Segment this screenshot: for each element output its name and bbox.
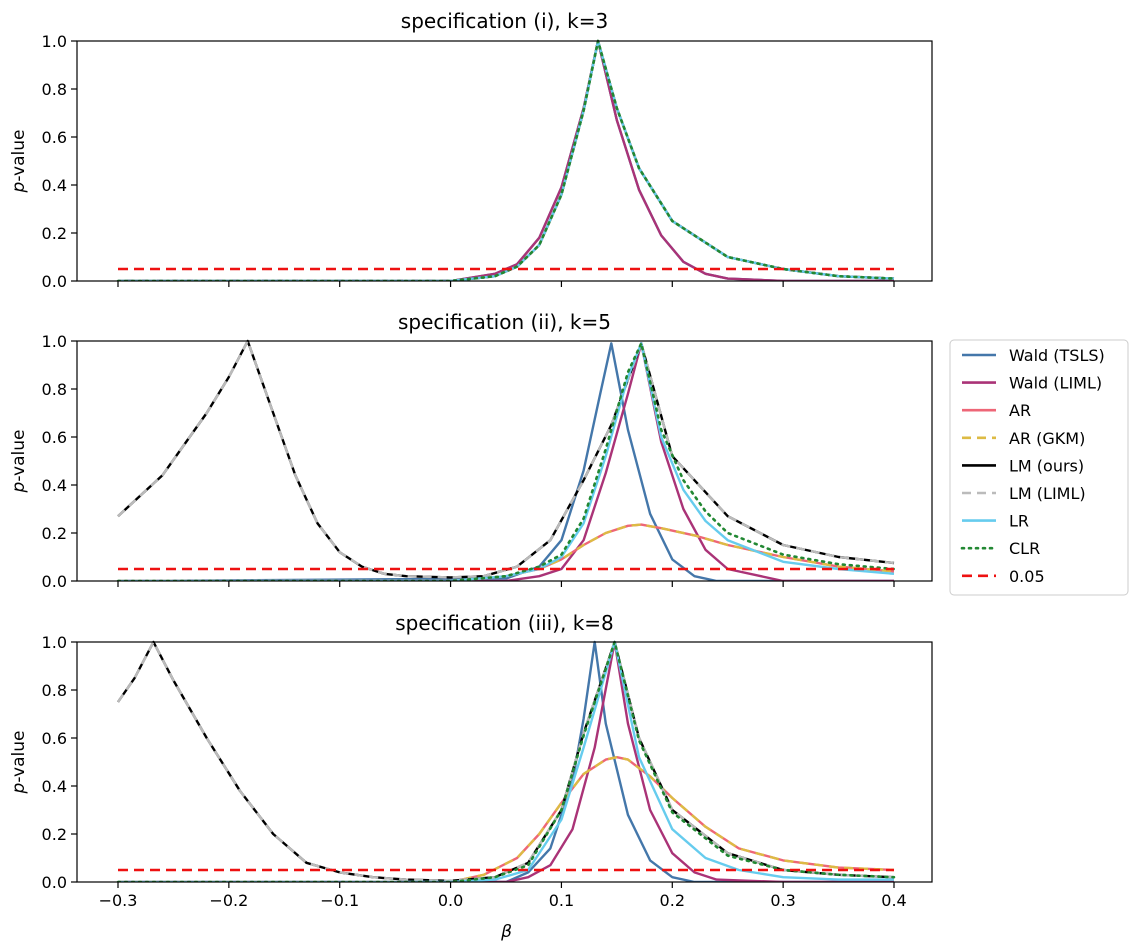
y-tick-label: 0.6 (42, 428, 67, 447)
legend-entry: LR (962, 512, 1029, 531)
series-group (116, 640, 896, 882)
x-tick-label: 0.0 (438, 891, 463, 910)
legend-entry: LM (ours) (962, 456, 1084, 475)
x-tick-label: −0.2 (209, 891, 248, 910)
series-line-lr (118, 39, 895, 281)
series-line-clr (116, 39, 896, 281)
y-tick-label: 0.0 (42, 572, 67, 591)
series-line-clr (116, 342, 896, 581)
legend-label: LM (ours) (1009, 456, 1084, 475)
series-line-lm-ours (117, 339, 895, 579)
y-axis-label: p-value (9, 130, 29, 194)
y-tick-label: 0.4 (42, 777, 67, 796)
series-line-wald-tsls (118, 39, 894, 281)
legend-entry: AR (GKM) (962, 429, 1085, 448)
legend-label: LM (LIML) (1009, 484, 1086, 503)
y-tick-label: 0.6 (42, 128, 67, 147)
panel-3: specification (iii), k=8 0.0 0.2 0.4 0.6 0.8 1… (9, 611, 933, 942)
axes-frame (76, 40, 933, 282)
legend-entry: AR (962, 401, 1031, 420)
series-line-lm-ours (118, 39, 895, 281)
series-line-wald-liml (118, 342, 894, 581)
series-group (116, 339, 896, 581)
x-tick-label: 0.1 (549, 891, 574, 910)
series-group (116, 39, 896, 281)
x-tick-label: −0.3 (99, 891, 138, 910)
y-tick-label: 0.4 (42, 176, 67, 195)
y-axis-label-rest: -value (9, 130, 29, 182)
legend: Wald (TSLS) Wald (LIML) AR AR (GKM) LM (ours… (949, 339, 1129, 596)
x-tick-label: 0.3 (770, 891, 795, 910)
series-line-clr (116, 640, 896, 882)
y-axis-label-rest: -value (9, 731, 29, 783)
y-tick-label: 0.8 (42, 681, 67, 700)
y-tick-label: 0.2 (42, 524, 67, 543)
y-axis-label: p-value (9, 731, 29, 795)
legend-label: AR (GKM) (1009, 429, 1085, 448)
y-tick-label: 0.4 (42, 476, 67, 495)
series-line-ar (118, 523, 895, 581)
series-line-ar-gkm (118, 756, 895, 882)
y-tick-label: 1.0 (42, 32, 67, 51)
series-line-wald-liml (118, 640, 894, 882)
series-line-lr (118, 342, 895, 581)
y-tick-label: 0.0 (42, 873, 67, 892)
legend-entry: Wald (LIML) (962, 374, 1102, 393)
y-axis-label-rest: -value (9, 430, 29, 482)
panel-title: specification (i), k=3 (401, 9, 608, 33)
axes-frame (76, 641, 933, 883)
panel-1: specification (i), k=3 0.0 0.2 0.4 0.6 0.8 1.0… (9, 9, 933, 291)
series-line-wald-tsls (117, 342, 894, 581)
series-line-wald-liml (118, 39, 894, 281)
legend-box (949, 339, 1129, 596)
legend-label: LR (1009, 512, 1029, 531)
legend-entry: 0.05 (962, 567, 1045, 586)
legend-label: Wald (TSLS) (1009, 346, 1105, 365)
y-tick-label: 0.2 (42, 224, 67, 243)
legend-entry: Wald (TSLS) (962, 346, 1105, 365)
y-tick-label: 0.2 (42, 825, 67, 844)
y-axis-label: p-value (9, 430, 29, 494)
y-tick-label: 0.6 (42, 729, 67, 748)
y-axis-label-italic: p (9, 481, 29, 493)
legend-label: CLR (1009, 539, 1040, 558)
y-tick-label: 0.0 (42, 272, 67, 291)
series-line-ar-gkm (118, 523, 895, 581)
y-tick-label: 1.0 (42, 332, 67, 351)
x-tick-label: 0.2 (660, 891, 685, 910)
legend-entry: CLR (960, 539, 1040, 558)
series-line-lm-liml (117, 339, 895, 579)
x-tick-label: 0.4 (881, 891, 906, 910)
y-axis-label-italic: p (9, 181, 29, 193)
y-tick-label: 0.8 (42, 380, 67, 399)
x-tick-label: −0.1 (320, 891, 359, 910)
legend-label: 0.05 (1009, 567, 1045, 586)
series-line-lm-liml (118, 39, 895, 281)
axes-frame (76, 340, 933, 582)
y-axis-label-italic: p (9, 782, 29, 794)
panel-2: specification (ii), k=5 0.0 0.2 0.4 0.6 0.8 1.… (9, 310, 933, 591)
series-line-lm-liml (117, 640, 895, 882)
series-line-lr (118, 640, 894, 882)
series-line-ar-gkm (118, 39, 895, 281)
series-line-wald-tsls (118, 640, 894, 882)
legend-label: AR (1009, 401, 1031, 420)
series-line-ar (118, 39, 895, 281)
panel-title: specification (ii), k=5 (398, 310, 611, 334)
legend-entry: LM (LIML) (962, 484, 1086, 503)
y-tick-label: 0.8 (42, 80, 67, 99)
x-axis-label: β (500, 922, 512, 942)
panel-title: specification (iii), k=8 (395, 611, 614, 635)
series-line-lm-ours (117, 640, 895, 882)
y-tick-label: 1.0 (42, 633, 67, 652)
legend-label: Wald (LIML) (1009, 374, 1102, 393)
